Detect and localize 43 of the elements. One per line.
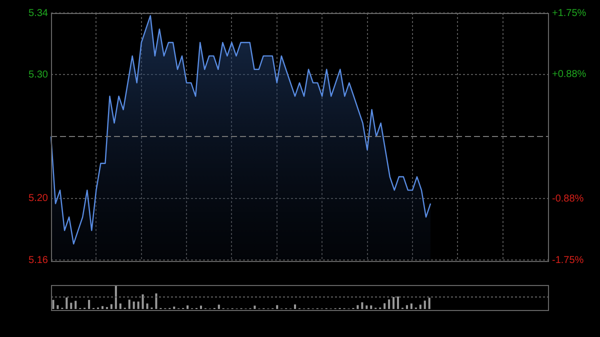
- bar: [419, 304, 422, 309]
- y-tick-label: 5.30: [28, 70, 48, 80]
- bar: [119, 303, 122, 309]
- y-tick-label: 5.16: [28, 254, 48, 266]
- y2-tick-label: +1.75%: [552, 8, 586, 19]
- bar: [361, 302, 364, 309]
- bar: [66, 297, 68, 309]
- bar: [388, 299, 390, 309]
- bar: [294, 304, 296, 309]
- y2-tick-label: +0.88%: [552, 69, 586, 80]
- bar: [128, 300, 130, 309]
- bar: [392, 297, 395, 309]
- y-tick-label: 5.34: [28, 8, 48, 19]
- bar: [424, 300, 426, 309]
- bar: [356, 305, 359, 309]
- bar: [410, 303, 412, 309]
- y-tick-label: 5.20: [28, 193, 48, 204]
- y2-tick-label: -0.88%: [552, 193, 584, 204]
- bar: [137, 302, 140, 309]
- bar: [70, 302, 72, 309]
- bar: [155, 293, 158, 309]
- bar: [384, 303, 386, 309]
- bar: [200, 306, 202, 309]
- bar: [186, 305, 189, 309]
- bar: [114, 285, 117, 309]
- bar: [142, 294, 144, 309]
- bar: [52, 300, 54, 309]
- bar: [366, 305, 368, 309]
- bar: [101, 306, 104, 309]
- bar: [276, 305, 278, 309]
- bar: [88, 300, 90, 309]
- bar: [56, 305, 59, 309]
- bar: [406, 305, 408, 309]
- bar: [110, 304, 112, 309]
- y2-tick-label: -1.75%: [552, 254, 584, 266]
- bar: [370, 305, 372, 309]
- bar: [218, 304, 220, 309]
- bar: [132, 302, 135, 309]
- bar: [146, 303, 148, 309]
- bar: [396, 296, 400, 309]
- bar: [428, 298, 430, 309]
- bar: [254, 306, 256, 309]
- bar: [74, 300, 77, 309]
